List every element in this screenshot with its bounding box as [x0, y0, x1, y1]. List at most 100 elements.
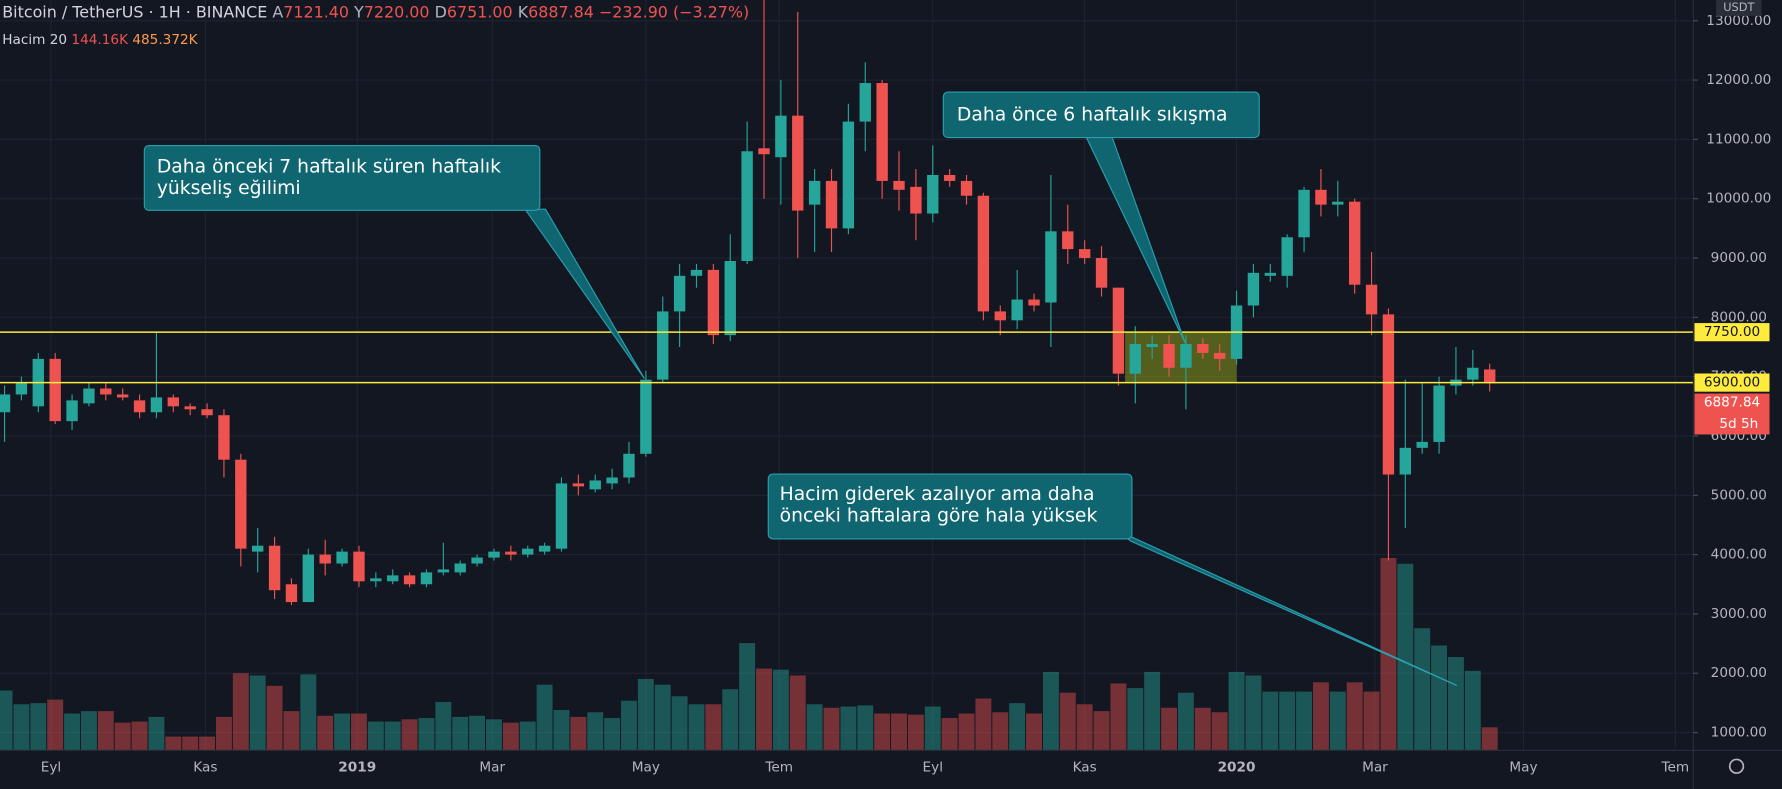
candle-body: [1433, 385, 1445, 442]
candle-body: [1416, 441, 1428, 448]
volume-bar: [334, 713, 351, 751]
candle-body: [66, 400, 78, 422]
candle-body: [268, 545, 281, 591]
volume-bar: [958, 713, 975, 751]
volume-bar: [570, 716, 587, 751]
volume-bar: [1026, 713, 1042, 751]
callout-text: önceki haftalara göre hala yüksek: [780, 506, 1098, 527]
y-tick-label: 11000.00: [1706, 131, 1771, 147]
y-tick-label: 2000.00: [1711, 665, 1767, 681]
candle-body: [758, 148, 770, 155]
candle-body: [842, 121, 855, 229]
candle-body: [927, 174, 939, 214]
candle-body: [640, 379, 652, 454]
volume-bar: [722, 689, 739, 751]
candle-body: [201, 409, 213, 416]
volume-bar: [621, 700, 637, 751]
candle-body: [370, 578, 382, 582]
volume-bar: [1397, 563, 1414, 751]
volume-bar: [1245, 675, 1262, 751]
header-line: Bitcoin / TetherUS · 1H · BINANCE A7121.…: [2, 2, 749, 21]
volume-bar: [114, 722, 131, 751]
volume-bar: [131, 721, 148, 751]
candle-body: [488, 551, 500, 558]
candle-body: [505, 551, 517, 555]
candle-body: [977, 195, 990, 312]
volume-bar: [80, 711, 97, 751]
candle-body: [1129, 344, 1141, 374]
volume-ma: 485.372K: [132, 32, 198, 48]
candle-body: [893, 180, 905, 190]
candle-body: [437, 569, 450, 573]
candle-body: [1365, 284, 1378, 315]
y-tick-label: 13000.00: [1706, 13, 1771, 29]
volume-bar: [47, 699, 64, 751]
volume-bar: [806, 704, 823, 751]
volume-bar: [317, 715, 334, 751]
volume-bar: [739, 643, 756, 751]
volume-bar: [1093, 711, 1110, 751]
x-tick-label: Mar: [479, 759, 505, 775]
candle-body: [808, 180, 821, 205]
candle-body: [1484, 369, 1496, 384]
candle-body: [285, 584, 298, 603]
candle-body: [1467, 367, 1479, 380]
volume-bar: [182, 736, 199, 751]
annotation: Hacim giderek azalıyor ama daha önceki h…: [767, 473, 1458, 687]
settings-icon[interactable]: [1728, 758, 1745, 774]
volume-bar: [13, 704, 30, 751]
candle-body: [994, 311, 1006, 321]
volume-bar: [1464, 670, 1481, 751]
candle-body: [1298, 189, 1310, 238]
volume-bar: [688, 704, 705, 751]
last-price-label: 6887.84: [1704, 395, 1760, 411]
y-tick-label: 9000.00: [1711, 250, 1767, 266]
ohlc-value: 7121.40: [283, 2, 349, 21]
candle-body: [572, 483, 585, 487]
candle-body: [235, 459, 247, 549]
y-tick-label: 8000.00: [1711, 309, 1767, 325]
ohlc-key: A: [272, 2, 283, 21]
candle-body: [707, 269, 720, 336]
volume-bar: [452, 716, 469, 751]
volume-bar: [857, 705, 874, 751]
candle-body: [724, 260, 736, 336]
volume-bar: [789, 675, 806, 751]
x-tick-label: Tem: [1661, 759, 1690, 775]
candle-body: [657, 311, 669, 380]
callout-text: yükseliş eğilimi: [157, 178, 301, 199]
currency: USDT: [1723, 0, 1754, 14]
candle-body: [1315, 189, 1327, 205]
volume-bar: [1042, 671, 1059, 751]
volume-bar: [1009, 703, 1026, 751]
candle-body: [15, 382, 28, 395]
volume-bar: [1312, 682, 1329, 751]
candle-body: [1163, 344, 1175, 368]
price-label-box: [1694, 323, 1770, 342]
candle-body: [133, 400, 146, 413]
candle-body: [741, 151, 753, 261]
currency-box: [1716, 0, 1762, 16]
volume-bar: [1296, 691, 1313, 751]
candle-body: [960, 180, 973, 196]
volume-title: Hacim 20: [2, 32, 67, 48]
candle-body: [859, 83, 871, 122]
ohlc-value: 6751.00: [447, 2, 513, 21]
candle-body: [1180, 344, 1192, 368]
x-tick-label: 2019: [338, 759, 376, 775]
volume-bar: [367, 721, 384, 751]
volume-bar: [941, 718, 958, 751]
candle-body: [336, 551, 348, 564]
candle-body: [522, 548, 534, 555]
volume-bar: [148, 716, 165, 751]
x-tick-label: Tem: [764, 759, 793, 775]
annotation: Daha önceki 7 haftalık süren haftalık yü…: [143, 144, 645, 379]
candle-body: [943, 174, 956, 181]
volume-bar: [1431, 645, 1448, 751]
volume-bar: [1076, 704, 1093, 751]
volume-bar: [1262, 691, 1279, 751]
callout-text: Daha önceki 7 haftalık süren haftalık: [157, 157, 501, 178]
volume-bar: [1346, 682, 1363, 751]
volume-bar: [1279, 691, 1296, 751]
